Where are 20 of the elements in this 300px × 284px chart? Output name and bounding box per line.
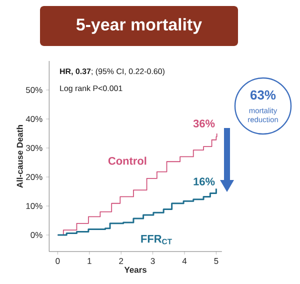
x-tick-label: 2 <box>119 258 124 264</box>
y-tick-label: 20% <box>26 174 42 180</box>
text: 63% <box>250 90 276 100</box>
x-tick-label: 0 <box>56 258 60 264</box>
series-label: FFR$_{CT}$ <box>141 235 172 244</box>
annotation: 16% <box>194 178 215 186</box>
y-tick-label: 40% <box>26 116 42 122</box>
x-tick-label: 5 <box>214 258 218 264</box>
y-tick-label: 50% <box>26 87 42 93</box>
x-axis-title: Years <box>124 266 146 273</box>
x-tick-label: 3 <box>150 258 155 264</box>
x-tick-label: 4 <box>182 258 187 264</box>
annotation: 36% <box>193 120 215 128</box>
y-axis-title: All-cause Death <box>16 125 23 188</box>
series-label: Control <box>108 156 146 165</box>
y-tick-label: 30% <box>26 145 42 151</box>
y-tick-label: 0% <box>30 232 42 238</box>
y-tick-label: 10% <box>26 203 42 209</box>
chart-title: 5-year mortality <box>76 18 202 34</box>
x-tick-label: 1 <box>88 258 92 264</box>
